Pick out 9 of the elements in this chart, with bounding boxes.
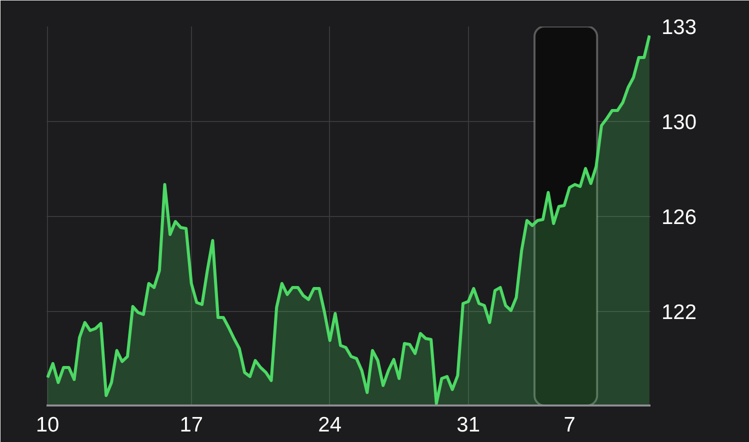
x-tick-label: 31 — [456, 414, 480, 436]
y-tick-label: 126 — [662, 206, 697, 229]
x-tick-label: 10 — [36, 414, 60, 436]
x-tick-label: 17 — [180, 414, 204, 436]
y-tick-label: 133 — [662, 16, 697, 39]
x-tick-label: 7 — [564, 414, 576, 436]
y-tick-label: 130 — [662, 111, 697, 134]
x-tick-label: 24 — [318, 414, 342, 436]
y-tick-label: 122 — [662, 301, 697, 324]
